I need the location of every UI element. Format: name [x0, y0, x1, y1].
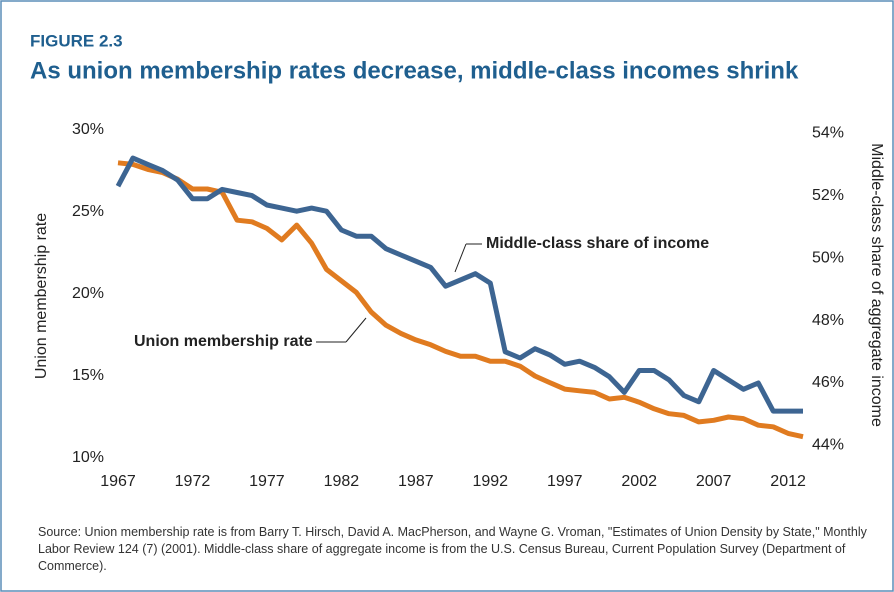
y2-tick-label: 54%	[812, 124, 844, 141]
x-tick-label: 2002	[621, 473, 657, 490]
y-tick-label: 30%	[72, 121, 104, 138]
x-tick-label: 1992	[472, 473, 508, 490]
series-annotation: Middle-class share of income	[486, 235, 709, 252]
chart-title: As union membership rates decrease, midd…	[30, 57, 799, 84]
y2-tick-label: 44%	[812, 437, 844, 454]
y2-tick-label: 48%	[812, 312, 844, 329]
y2-tick-label: 52%	[812, 187, 844, 204]
y-tick-label: 25%	[72, 203, 104, 220]
series-annotation: Union membership rate	[134, 333, 313, 350]
series-line	[115, 155, 803, 414]
x-tick-label: 1987	[398, 473, 434, 490]
figure-label: FIGURE 2.3	[30, 31, 123, 50]
source-box: Source: Union membership rate is from Ba…	[38, 525, 867, 573]
source-note: Source: Union membership rate is from Ba…	[38, 525, 867, 573]
x-tick-label: 2007	[696, 473, 732, 490]
y-tick-label: 20%	[72, 285, 104, 302]
x-tick-label: 1997	[547, 473, 583, 490]
x-tick-label: 1982	[324, 473, 360, 490]
leader-line	[345, 317, 367, 343]
y2-tick-label: 46%	[812, 374, 844, 391]
y-tick-label: 10%	[72, 449, 104, 466]
leader-line	[454, 243, 467, 273]
x-tick-label: 1977	[249, 473, 285, 490]
x-tick-label: 2012	[770, 473, 806, 490]
series-line	[117, 160, 804, 440]
x-tick-label: 1967	[100, 473, 136, 490]
y2-tick-label: 50%	[812, 249, 844, 266]
y-axis-label: Union membership rate	[33, 213, 50, 379]
x-tick-label: 1972	[175, 473, 211, 490]
y-tick-label: 15%	[72, 367, 104, 384]
y2-axis-label: Middle-class share of aggregate income	[868, 143, 885, 427]
